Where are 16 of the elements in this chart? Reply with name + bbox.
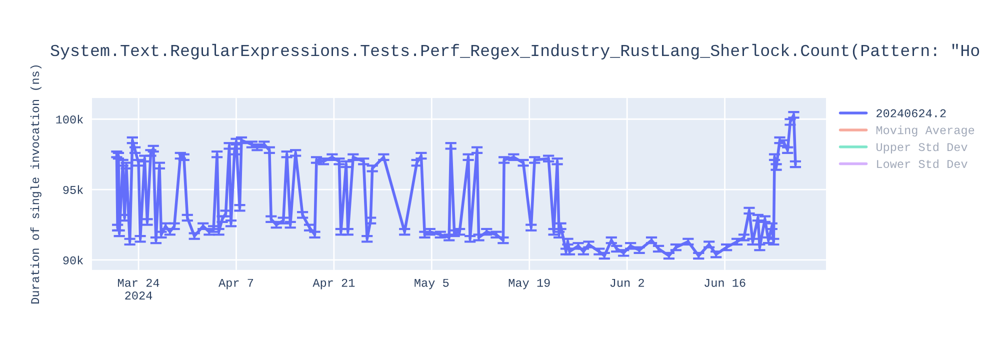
legend-label: 20240624.2 [876, 109, 946, 118]
legend-label: Upper Std Dev [876, 142, 968, 154]
x-tick-label: Jun 2 [610, 278, 644, 287]
x-tick-label: Apr 7 [218, 278, 254, 290]
y-axis-title: Duration of single invocation (ns) [30, 65, 42, 304]
x-tick-label: Jun 16 [704, 278, 746, 287]
legend-label: Lower Std Dev [877, 159, 968, 168]
x-tick-label: May 19 [508, 278, 550, 290]
y-tick-label: 90k [63, 256, 84, 264]
x-tick-label: Mar 24 2024 [118, 278, 160, 300]
y-tick-label: 100k [56, 114, 84, 124]
y-tick-label: 95k [63, 185, 84, 194]
legend-label: Moving Average [876, 126, 974, 137]
chart-title: System.Text.RegularExpressions.Tests.Perf_Regex_Industry_RustLang_Sherlock.Count(Pattern: "Ho [50, 44, 980, 60]
x-tick-label: Apr 21 [312, 278, 355, 290]
x-tick-label: May 5 [414, 278, 449, 290]
